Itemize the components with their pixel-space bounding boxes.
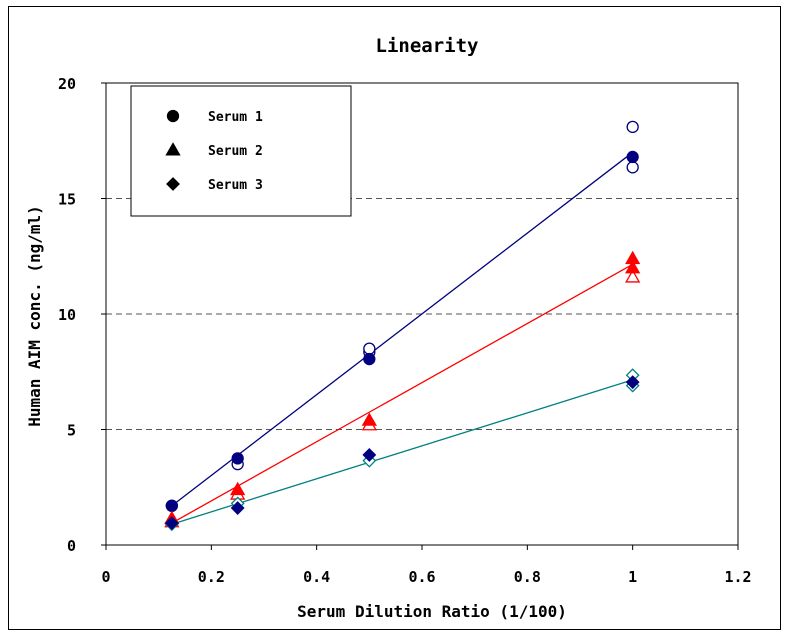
serum-2-open-point-3 — [625, 269, 641, 283]
y-tick-label: 10 — [58, 306, 76, 324]
y-tick-label: 0 — [67, 537, 76, 555]
serum-1-filled-point-1 — [231, 452, 244, 465]
x-tick-label: 0 — [101, 568, 110, 586]
serum-1-open-point-4 — [626, 120, 639, 134]
x-tick-label: 1.2 — [724, 568, 751, 586]
x-tick-label: 0.6 — [408, 568, 435, 586]
legend-box — [130, 85, 352, 217]
legend-marker-serum-1 — [166, 109, 180, 123]
legend-label-serum-3: Serum 3 — [208, 178, 263, 193]
y-tick-label: 15 — [58, 191, 76, 209]
legend-marker-serum-3 — [166, 177, 180, 191]
serum-1-filled-point-3 — [626, 150, 639, 164]
x-axis-label: Serum Dilution Ratio (1/100) — [297, 602, 567, 621]
serum-1-open-point-3 — [363, 342, 376, 355]
x-tick-label: 1 — [628, 568, 637, 586]
legend-label-serum-1: Serum 1 — [208, 110, 263, 125]
serum-3-filled-point-2 — [362, 447, 377, 462]
serum-3-filled-point-0 — [164, 516, 179, 530]
serum-1-filled-point-2 — [363, 352, 376, 366]
serum-1-fit-line — [171, 151, 634, 507]
serum-2-fit-line — [171, 263, 633, 524]
y-tick-label: 20 — [58, 75, 76, 93]
x-tick-label: 0.2 — [198, 568, 225, 586]
legend-marker-serum-2 — [165, 142, 181, 156]
serum-2-filled-point-1 — [230, 481, 246, 496]
serum-2-filled-point-4 — [625, 259, 641, 274]
serum-3-filled-point-1 — [230, 501, 245, 515]
serum-3-filled-point-3 — [625, 375, 640, 390]
y-axis-label: Human AIM conc. (ng/ml) — [25, 205, 44, 427]
serum-3-fit-line — [171, 379, 633, 525]
x-tick-label: 0.8 — [514, 568, 541, 586]
x-tick-label: 0.4 — [303, 568, 330, 586]
y-tick-label: 5 — [67, 422, 76, 440]
chart-title: Linearity — [376, 35, 479, 57]
legend-label-serum-2: Serum 2 — [208, 144, 263, 159]
serum-1-open-point-5 — [626, 161, 639, 174]
serum-2-filled-point-2 — [361, 412, 377, 426]
serum-1-filled-point-0 — [165, 499, 178, 512]
